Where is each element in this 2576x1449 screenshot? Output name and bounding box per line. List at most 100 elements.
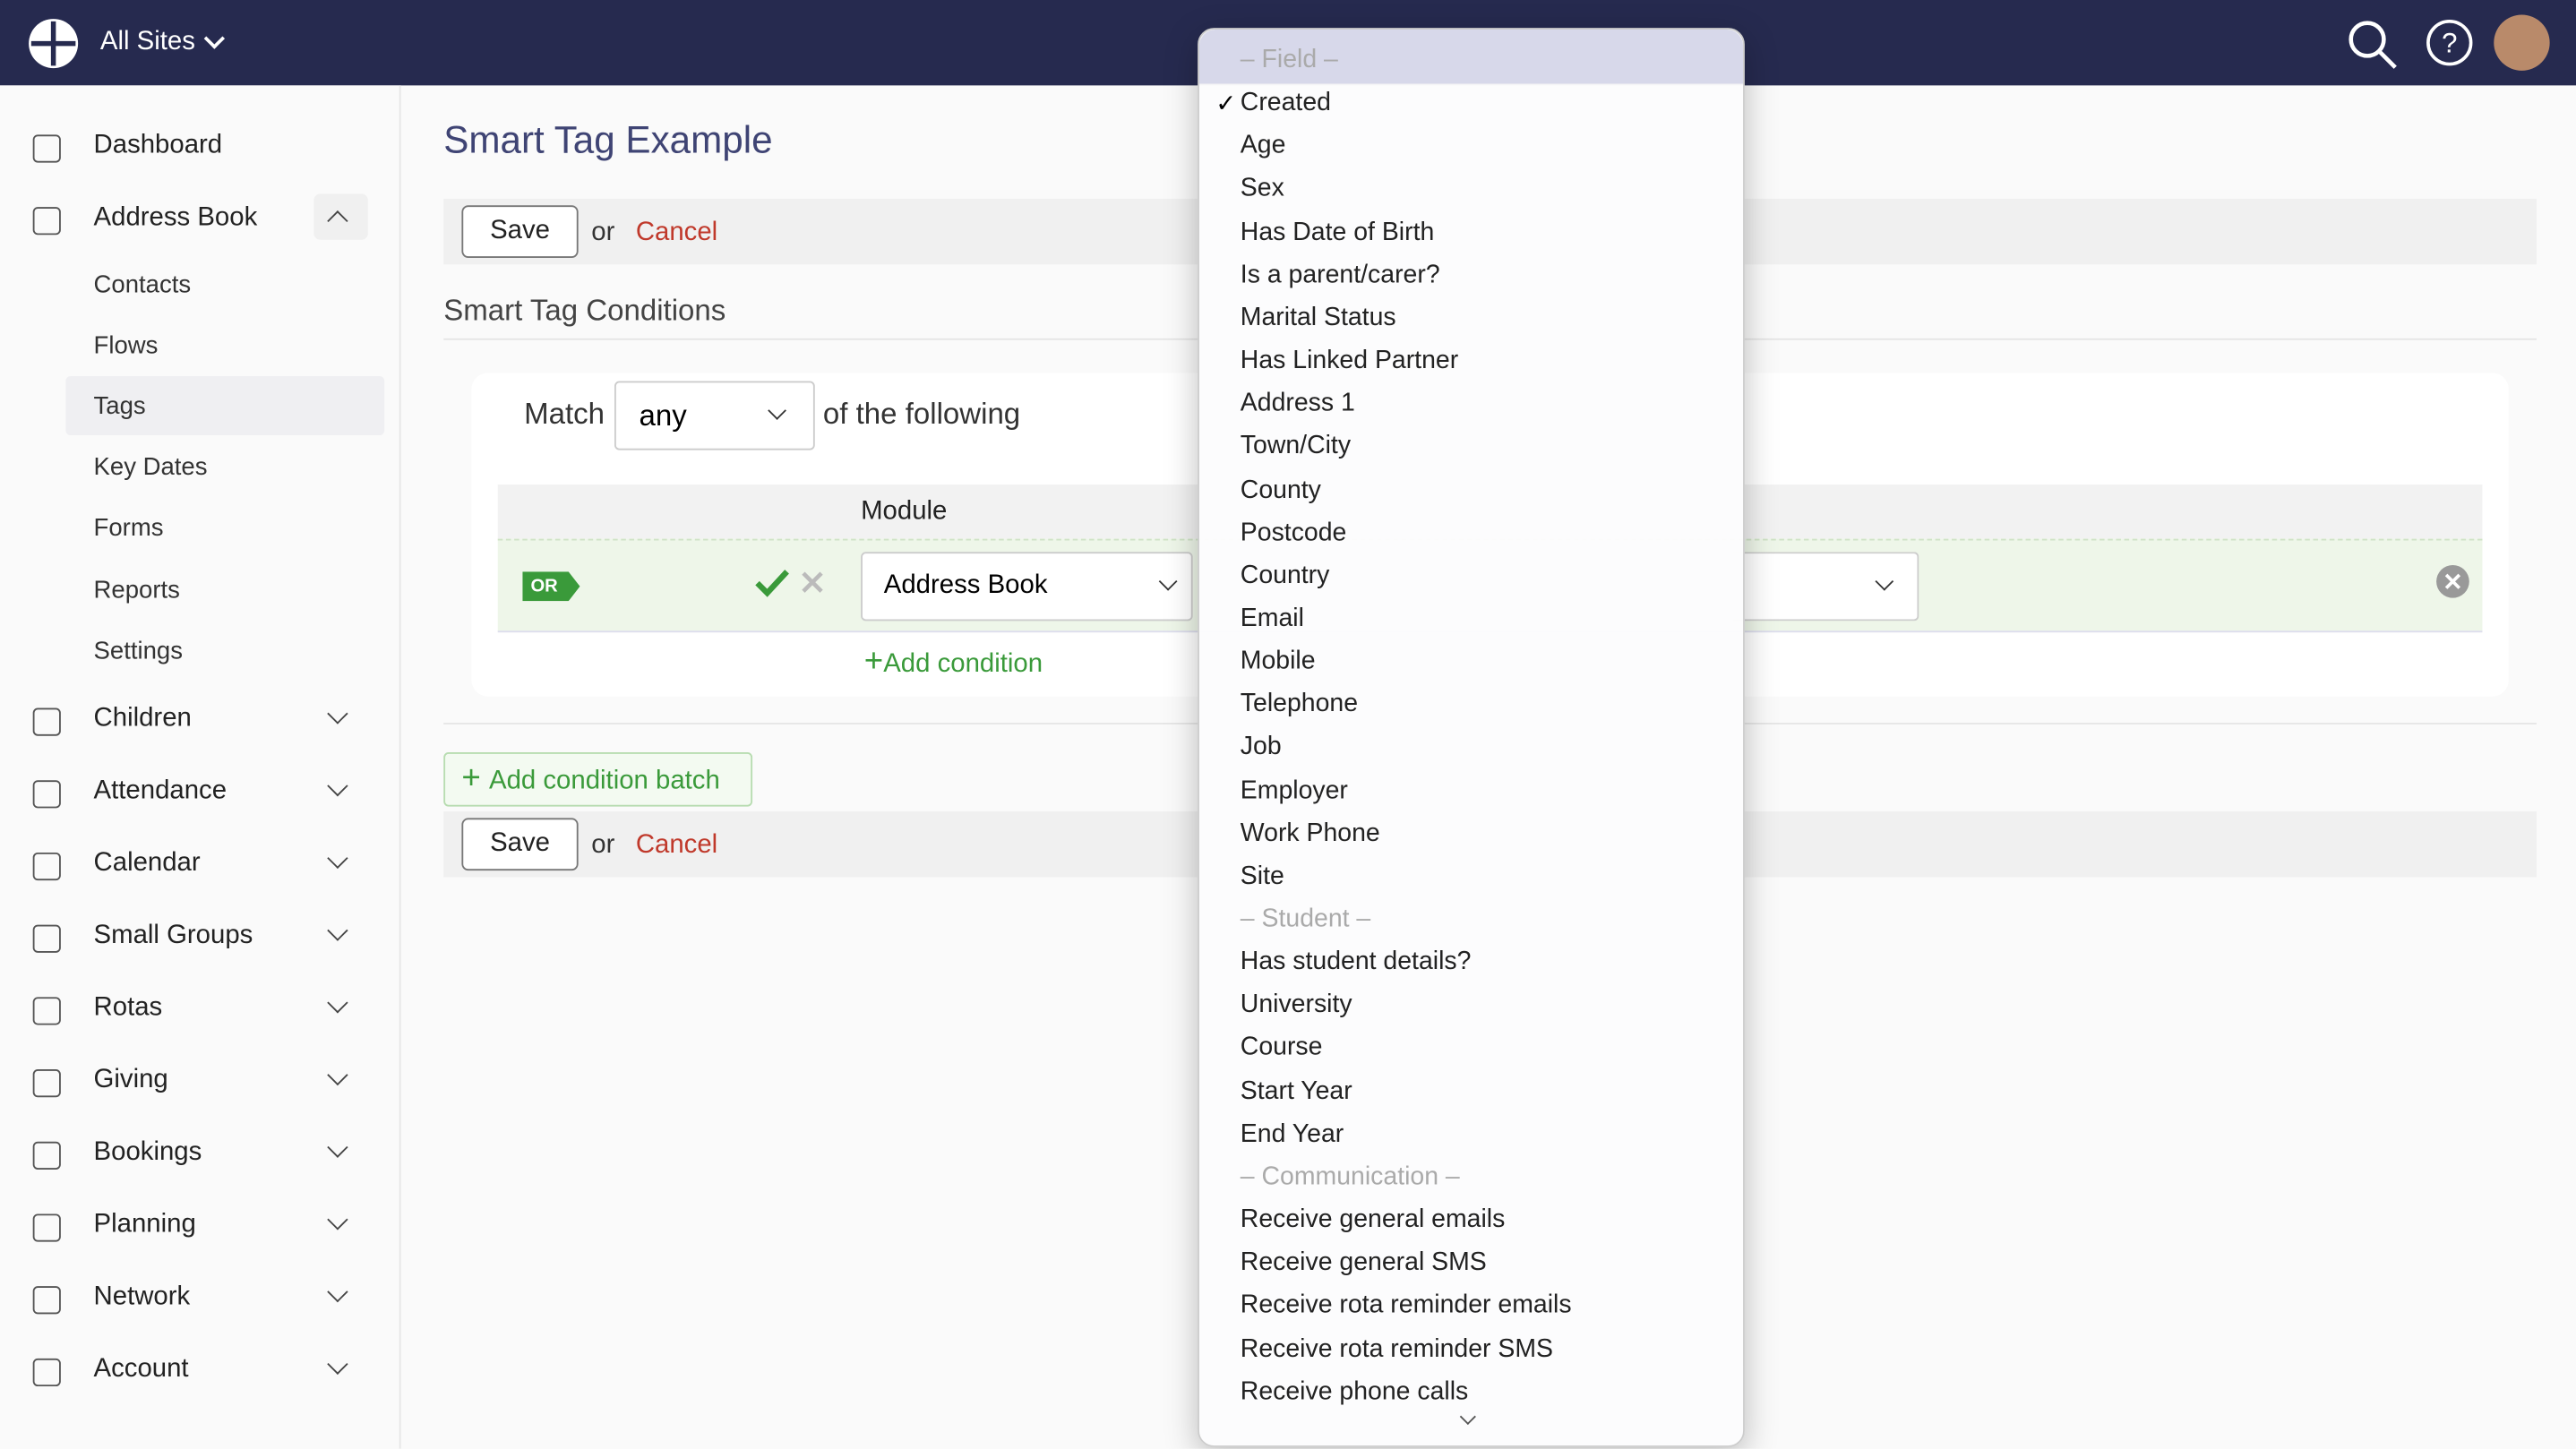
svg-text:?: ? (2442, 28, 2457, 59)
site-selector[interactable]: All Sites (99, 28, 195, 56)
option[interactable]: Work Phone (1240, 819, 1380, 847)
or-text: or (591, 831, 615, 860)
option-group: – Student – (1240, 905, 1371, 933)
option[interactable]: Receive rota reminder emails (1240, 1291, 1572, 1320)
cancel-link[interactable]: Cancel (635, 831, 718, 860)
chevron (1158, 571, 1178, 591)
highlight (1198, 30, 1744, 84)
chevron (1875, 571, 1894, 591)
option[interactable]: Country (1240, 561, 1330, 590)
match-select[interactable]: any (614, 381, 815, 450)
option[interactable]: Sex (1240, 175, 1284, 203)
save-button[interactable]: Save (461, 205, 579, 258)
option[interactable]: Receive phone calls (1240, 1377, 1469, 1406)
nav-subitem[interactable]: Tags (93, 392, 146, 421)
add-batch-text: Add condition batch (489, 767, 720, 795)
option[interactable]: Has student details? (1240, 947, 1472, 976)
option[interactable]: University (1240, 990, 1352, 1019)
nav-item[interactable]: Rotas (93, 993, 163, 1022)
field-dropdown: – Field – ✓ Created Age Sex Has Date of Birth… (1198, 28, 1745, 1447)
nav-subitem[interactable]: Reports (93, 575, 180, 604)
match-suffix: of the following (822, 397, 1021, 431)
nav-subitem[interactable]: Flows (93, 331, 159, 360)
nav-icon (32, 134, 61, 163)
nav-icon (32, 852, 61, 880)
option[interactable]: Has Date of Birth (1240, 218, 1435, 246)
option[interactable]: Receive general emails (1240, 1205, 1506, 1234)
nav-icon (32, 1141, 61, 1170)
option[interactable]: County (1240, 475, 1321, 504)
nav-icon (32, 207, 61, 236)
avatar[interactable] (2494, 14, 2550, 71)
option[interactable]: Address 1 (1240, 390, 1355, 418)
option[interactable]: Has Linked Partner (1240, 347, 1459, 375)
sidebar (0, 85, 401, 1449)
option[interactable]: Is a parent/carer? (1240, 261, 1440, 289)
section-title: Smart Tag Conditions (443, 294, 726, 328)
nav-icon (32, 1358, 61, 1386)
option[interactable]: End Year (1240, 1119, 1344, 1148)
logo (29, 19, 79, 69)
nav-item[interactable]: Dashboard (93, 131, 223, 159)
nav-subitem[interactable]: Forms (93, 514, 164, 543)
help-icon[interactable]: ? (2425, 18, 2477, 71)
plus: + (863, 644, 884, 681)
checkmark: ✓ (1215, 90, 1237, 119)
nav-item[interactable]: Calendar (93, 848, 201, 877)
save-button[interactable]: Save (461, 818, 579, 871)
option[interactable]: Receive rota reminder SMS (1240, 1334, 1553, 1363)
active-bg (65, 376, 385, 436)
option[interactable]: Employer (1240, 776, 1348, 804)
option[interactable]: Email (1240, 604, 1304, 633)
option[interactable]: Telephone (1240, 690, 1359, 718)
option[interactable]: Age (1240, 132, 1286, 160)
nav-item[interactable]: Address Book (93, 203, 258, 232)
add-condition[interactable]: +Add condition (864, 644, 1043, 682)
option[interactable]: Created (1240, 89, 1331, 117)
nav-subitem[interactable]: Settings (93, 636, 183, 665)
scroll-arrow (1459, 1408, 1476, 1426)
collapse-toggle (313, 193, 368, 240)
option[interactable]: Town/City (1240, 433, 1352, 461)
nav-icon (32, 1068, 61, 1097)
option-group: – Communication – (1240, 1162, 1460, 1191)
nav-item[interactable]: Bookings (93, 1137, 202, 1166)
module-select[interactable]: Address Book (861, 552, 1193, 622)
remove-icon[interactable] (2434, 563, 2470, 599)
nav-icon (32, 779, 61, 808)
option[interactable]: Postcode (1240, 518, 1347, 547)
option[interactable]: Receive general SMS (1240, 1248, 1487, 1277)
chevron (768, 401, 786, 420)
option[interactable]: Start Year (1240, 1076, 1352, 1105)
nav-icon (32, 707, 61, 736)
cancel-link[interactable]: Cancel (635, 218, 718, 247)
match-value: any (639, 399, 687, 433)
search-icon[interactable] (2346, 18, 2399, 71)
nav-item[interactable]: Small Groups (93, 921, 253, 949)
row-actions[interactable] (754, 567, 829, 600)
add-batch-button[interactable]: + Add condition batch (443, 752, 753, 807)
page-title: Smart Tag Example (443, 118, 773, 161)
nav-item[interactable]: Children (93, 704, 192, 733)
value-select[interactable] (1733, 552, 1919, 622)
option[interactable]: Mobile (1240, 647, 1316, 676)
nav-subitem[interactable]: Key Dates (93, 453, 208, 482)
nav-subitem[interactable]: Contacts (93, 270, 192, 299)
option-group: – Field – (1240, 46, 1338, 74)
nav-icon (32, 1285, 61, 1314)
nav-item[interactable]: Network (93, 1282, 191, 1311)
or-badge: OR (522, 571, 580, 602)
option[interactable]: Site (1240, 862, 1284, 890)
option[interactable]: Marital Status (1240, 304, 1396, 332)
site-chevron (203, 28, 226, 49)
add-condition-text: Add condition (883, 650, 1043, 679)
option[interactable]: Job (1240, 733, 1282, 761)
nav-item[interactable]: Giving (93, 1065, 168, 1093)
nav-item[interactable]: Planning (93, 1210, 196, 1239)
nav-item[interactable]: Attendance (93, 776, 228, 805)
nav-item[interactable]: Account (93, 1354, 189, 1383)
option[interactable]: Course (1240, 1033, 1323, 1062)
or-text: or (591, 218, 615, 247)
nav-icon (32, 996, 61, 1025)
